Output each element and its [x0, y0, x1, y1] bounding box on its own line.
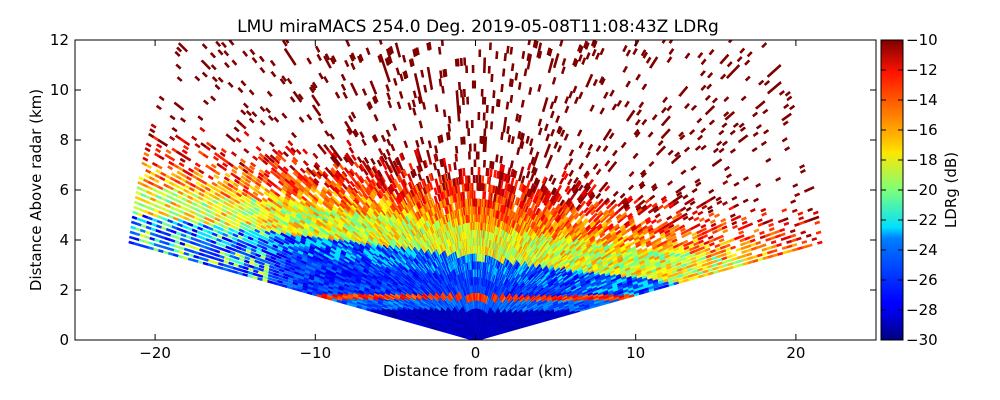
- colorbar-tick-label: −18: [906, 151, 938, 169]
- colorbar-tick-label: −14: [906, 91, 938, 109]
- x-axis-label: Distance from radar (km): [383, 362, 573, 380]
- y-tick-label: 2: [59, 281, 69, 299]
- y-tick-label: 4: [59, 231, 69, 249]
- y-tick-label: 6: [59, 181, 69, 199]
- colorbar-tick-label: −16: [906, 121, 938, 139]
- x-tick-label: −20: [139, 344, 171, 362]
- colorbar-tick-label: −26: [906, 271, 938, 289]
- x-tick-label: 0: [471, 344, 481, 362]
- y-tick-label: 12: [50, 31, 69, 49]
- colorbar-tick-label: −24: [906, 241, 938, 259]
- y-tick-label: 10: [50, 81, 69, 99]
- radar-ray: [128, 240, 476, 340]
- x-tick-label: −10: [299, 344, 331, 362]
- colorbar-tick-label: −10: [906, 31, 938, 49]
- x-tick-label: 10: [626, 344, 645, 362]
- colorbar-tick-label: −28: [906, 301, 938, 319]
- x-axis: −20 −10 0 10 20: [139, 40, 805, 362]
- chart-title: LMU miraMACS 254.0 Deg. 2019-05-08T11:08…: [237, 17, 719, 37]
- colorbar-tick-label: −20: [906, 181, 938, 199]
- colorbar-tick-label: −22: [906, 211, 938, 229]
- y-axis: 0 2 4 6 8 10 12: [50, 31, 876, 349]
- colorbar-label: LDRg (dB): [942, 152, 960, 228]
- y-axis-label: Distance Above radar (km): [27, 89, 45, 291]
- colorbar-ticks: −30 −28 −26 −24 −22 −20 −18 −16 −14 −12 −10: [881, 31, 938, 349]
- colorbar-tick-label: −12: [906, 61, 938, 79]
- plot-area: [128, 40, 823, 340]
- colorbar-tick-label: −30: [906, 331, 938, 349]
- x-tick-label: 20: [786, 344, 805, 362]
- y-tick-label: 0: [59, 331, 69, 349]
- y-tick-label: 8: [59, 131, 69, 149]
